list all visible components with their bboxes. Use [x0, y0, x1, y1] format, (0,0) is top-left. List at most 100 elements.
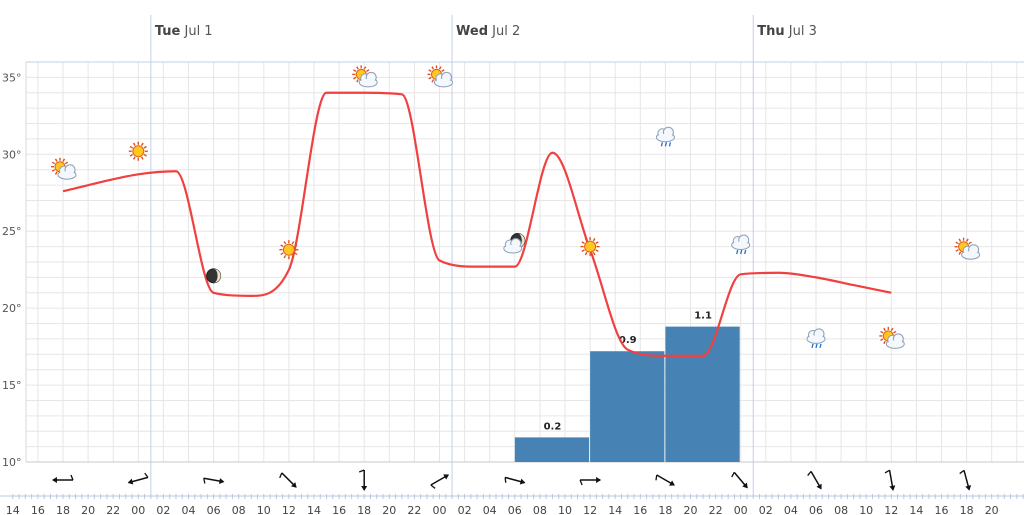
- sun-ray: [581, 241, 585, 244]
- rain-drop: [660, 142, 664, 147]
- hour-label: 16: [332, 504, 346, 515]
- wind-arrow: [358, 469, 368, 491]
- sun-ray: [54, 158, 58, 162]
- hour-label: 20: [382, 504, 396, 515]
- day-labels: Tue Jul 1 Wed Jul 2 Thu Jul 3: [155, 24, 817, 39]
- sun-disc: [584, 240, 597, 253]
- temperature-series: [62, 91, 892, 357]
- sun-ray: [883, 340, 886, 345]
- wind-arrow: [884, 469, 896, 491]
- precip-label: 1.1: [694, 311, 712, 322]
- wind-arrow: [52, 474, 74, 483]
- wind-barb: [807, 470, 812, 476]
- sun-ray: [595, 241, 599, 244]
- sun-ray: [584, 251, 588, 256]
- rain-drop: [811, 343, 814, 349]
- hour-label: 18: [56, 504, 70, 515]
- hour-label: 16: [633, 504, 647, 515]
- sun-ray: [54, 171, 58, 175]
- wind-arrow: [430, 474, 450, 489]
- wind-arrow: [655, 474, 675, 486]
- sun-ray: [890, 327, 894, 332]
- cloud-fill: [59, 171, 75, 179]
- sun-disc: [282, 243, 295, 256]
- cloud-fill: [808, 335, 824, 343]
- precip-label: 0.2: [544, 421, 562, 432]
- wind-arrow: [579, 477, 602, 486]
- weather-symbols: [51, 65, 981, 349]
- sun-ray: [965, 238, 969, 242]
- sun-ray: [283, 241, 287, 245]
- y-tick-label: 20°: [2, 302, 22, 315]
- sun-ray: [363, 66, 367, 70]
- sun-ray: [62, 158, 66, 162]
- wind-head: [596, 477, 602, 484]
- hour-label: 04: [182, 504, 196, 515]
- wind-barb: [959, 469, 965, 475]
- wind-head: [965, 485, 972, 491]
- grid-lines: [25, 61, 1024, 463]
- hour-label: 06: [508, 504, 522, 515]
- hour-label: 16: [935, 504, 949, 515]
- sun-ray: [129, 145, 134, 149]
- sun-ray: [428, 69, 432, 72]
- sun-ray: [132, 156, 136, 160]
- sun-icon: [128, 141, 148, 161]
- cloud-fill: [962, 251, 979, 259]
- wind-barb: [144, 472, 149, 478]
- sun-ray: [356, 79, 359, 83]
- precipitation-bars: 0.2 0.9 1.1: [514, 311, 740, 462]
- wind-arrows: [52, 469, 972, 491]
- wind-barb: [655, 474, 658, 481]
- sun-ray: [143, 145, 147, 149]
- sun-cloud-icon: [352, 65, 378, 88]
- hour-label: 06: [207, 504, 221, 515]
- hour-label: 00: [433, 504, 447, 515]
- moon-icon: [206, 268, 222, 284]
- cloud-fill: [360, 78, 377, 86]
- sun-cloud-icon: [954, 237, 981, 260]
- wind-arrow: [127, 472, 149, 485]
- sun-ray: [592, 251, 596, 256]
- sun-ray: [955, 249, 959, 252]
- hour-label: 22: [106, 504, 120, 515]
- sun-ray: [883, 327, 886, 332]
- sun-ray: [893, 330, 897, 334]
- cloud-fill: [887, 340, 904, 348]
- y-axis: 10° 15° 20° 25° 30° 35°: [2, 71, 22, 469]
- wind-head: [127, 478, 134, 485]
- hour-label: 10: [257, 504, 271, 515]
- hour-label: 08: [834, 504, 848, 515]
- sun-ray: [438, 66, 442, 70]
- hour-label: 08: [533, 504, 547, 515]
- rain-drop: [815, 343, 818, 349]
- y-tick-label: 15°: [2, 379, 22, 392]
- rain-cloud-icon: [655, 126, 675, 147]
- day-name: Tue: [155, 24, 181, 39]
- day-name: Thu: [757, 24, 784, 39]
- hour-label: 10: [558, 504, 572, 515]
- moon-lit: [517, 233, 525, 248]
- moon-cloud-icon: [503, 233, 526, 254]
- sun-ray: [283, 254, 287, 259]
- sun-ray: [294, 252, 298, 256]
- hour-label: 12: [884, 504, 898, 515]
- sun-ray: [584, 238, 588, 242]
- sun-ray: [958, 251, 962, 255]
- sun-ray: [51, 161, 56, 165]
- sun-ray: [143, 153, 147, 157]
- wind-head: [361, 486, 368, 491]
- wind-head: [52, 477, 57, 483]
- rain-drop: [744, 249, 747, 255]
- sun-ray: [428, 76, 432, 80]
- rain-drop: [819, 343, 822, 349]
- wind-arrow: [807, 470, 822, 490]
- precip-bar: [590, 351, 665, 462]
- hour-label: 18: [960, 504, 974, 515]
- rain-drop: [736, 249, 739, 255]
- wind-barb: [430, 484, 436, 489]
- wind-barb: [884, 469, 890, 474]
- wind-arrow: [279, 472, 297, 488]
- hour-label: 08: [232, 504, 246, 515]
